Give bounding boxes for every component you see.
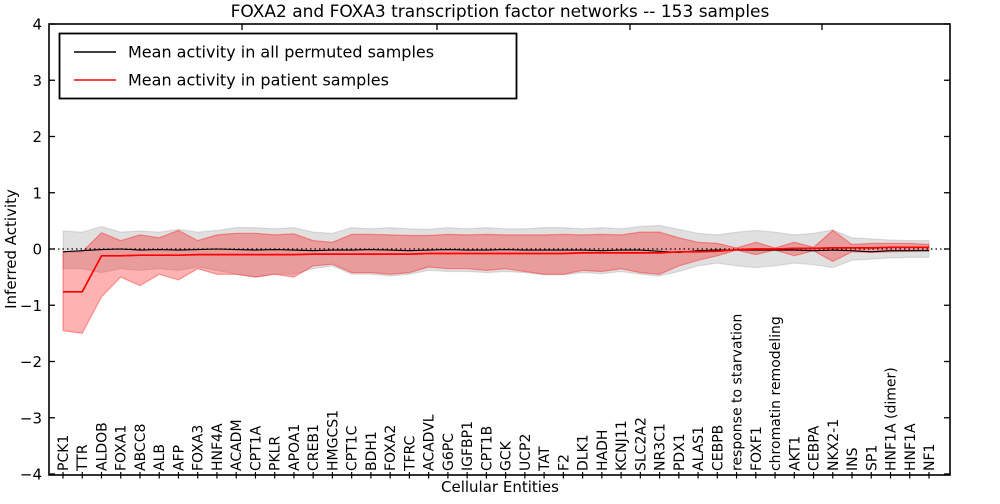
x-tick-label: UCP2 bbox=[518, 434, 534, 471]
x-tick-label: HMGCS1 bbox=[325, 410, 341, 471]
permuted-mean-line bbox=[62, 248, 929, 253]
x-tick-label: PCK1 bbox=[56, 435, 72, 471]
x-tick-label: DLK1 bbox=[576, 434, 592, 471]
y-tick-label: 1 bbox=[32, 184, 42, 202]
x-tick-label: chromatin remodeling bbox=[768, 316, 784, 471]
y-tick-label: −3 bbox=[20, 409, 42, 427]
std-bands bbox=[62, 224, 930, 335]
y-tick-labels: 4 3 2 1 0 −1 −2 −3 −4 bbox=[20, 16, 42, 484]
legend-label-permuted-samples: Mean activity in all permuted samples bbox=[128, 43, 434, 62]
x-tick-label: FOXA3 bbox=[191, 425, 207, 471]
x-tick-label: ALB bbox=[152, 444, 168, 471]
x-tick-label: SP1 bbox=[864, 445, 880, 471]
x-tick-label: TFRC bbox=[402, 435, 418, 472]
x-tick-label: NF1 bbox=[922, 444, 938, 471]
x-tick-label: AFP bbox=[171, 445, 187, 471]
y-tick-label: 3 bbox=[32, 72, 42, 90]
x-tick-label: CPT1A bbox=[248, 425, 264, 471]
legend-label-patient-samples: Mean activity in patient samples bbox=[128, 71, 389, 90]
y-tick-label: 2 bbox=[32, 128, 42, 146]
y-tick-label: 4 bbox=[32, 16, 42, 34]
x-tick-label: CPT1C bbox=[345, 425, 361, 471]
y-tick-label: −2 bbox=[20, 353, 42, 371]
x-axis-label: Cellular Entities bbox=[441, 478, 559, 496]
y-tick-label: −4 bbox=[20, 466, 42, 484]
x-tick-label: ABCC8 bbox=[133, 424, 149, 471]
x-tick-label: SLC2A2 bbox=[633, 417, 649, 471]
x-tick-label: IGFBP1 bbox=[460, 421, 476, 471]
x-tick-label: HNF4A bbox=[210, 423, 226, 471]
x-tick-label: CREB1 bbox=[306, 424, 322, 471]
y-tick-label: −1 bbox=[20, 297, 42, 315]
x-tick-label: FOXA2 bbox=[383, 425, 399, 471]
x-tick-label: G6PC bbox=[441, 433, 457, 471]
x-tick-label: ACADVL bbox=[422, 414, 438, 471]
x-tick-label: ALAS1 bbox=[691, 426, 707, 471]
x-tick-label: TAT bbox=[537, 446, 553, 472]
x-tick-label: GCK bbox=[499, 440, 515, 471]
x-tick-label: NKX2-1 bbox=[826, 419, 842, 471]
x-tick-label: TTR bbox=[75, 444, 91, 472]
x-tick-label: FOXF1 bbox=[749, 426, 765, 471]
x-tick-label: PKLR bbox=[268, 436, 284, 471]
permuted-std-band bbox=[62, 224, 930, 278]
x-tick-label: HNF1A bbox=[903, 423, 919, 471]
x-tick-label: CEBPB bbox=[710, 425, 726, 471]
x-tick-label: HADH bbox=[595, 430, 611, 471]
legend: Mean activity in all permuted samples Me… bbox=[58, 32, 518, 100]
x-tick-label: CEBPA bbox=[807, 425, 823, 471]
series-lines bbox=[62, 246, 929, 293]
x-tick-label: ACADM bbox=[229, 419, 245, 471]
x-tick-labels: PCK1 TTR ALDOB FOXA1 ABCC8 ALB AFP FOXA3 HNF4A AC… bbox=[56, 314, 938, 472]
y-tick-label: 0 bbox=[32, 241, 42, 259]
patient-std-band bbox=[62, 229, 930, 335]
x-tick-label: AKT1 bbox=[787, 436, 803, 471]
x-tick-label: CPT1B bbox=[479, 426, 495, 471]
x-tick-label: APOA1 bbox=[287, 424, 303, 471]
chart-title: FOXA2 and FOXA3 transcription factor net… bbox=[231, 2, 770, 22]
patient-mean-line bbox=[63, 246, 929, 293]
y-axis-label: Inferred Activity bbox=[2, 189, 20, 309]
x-tick-label: NR3C1 bbox=[653, 423, 669, 471]
x-tick-label: ALDOB bbox=[94, 422, 110, 471]
x-tick-label: BDH1 bbox=[364, 431, 380, 471]
x-tick-label: INS bbox=[845, 447, 861, 471]
x-tick-label: F2 bbox=[556, 454, 572, 471]
x-tick-label: HNF1A (dimer) bbox=[884, 367, 900, 471]
x-tick-label: FOXA1 bbox=[114, 425, 130, 471]
x-tick-label: PDX1 bbox=[672, 433, 688, 471]
x-tick-label: KCNJ11 bbox=[614, 420, 630, 471]
plot-border bbox=[48, 23, 951, 476]
x-tick-label: response to starvation bbox=[730, 314, 746, 471]
legend-box bbox=[58, 32, 518, 100]
